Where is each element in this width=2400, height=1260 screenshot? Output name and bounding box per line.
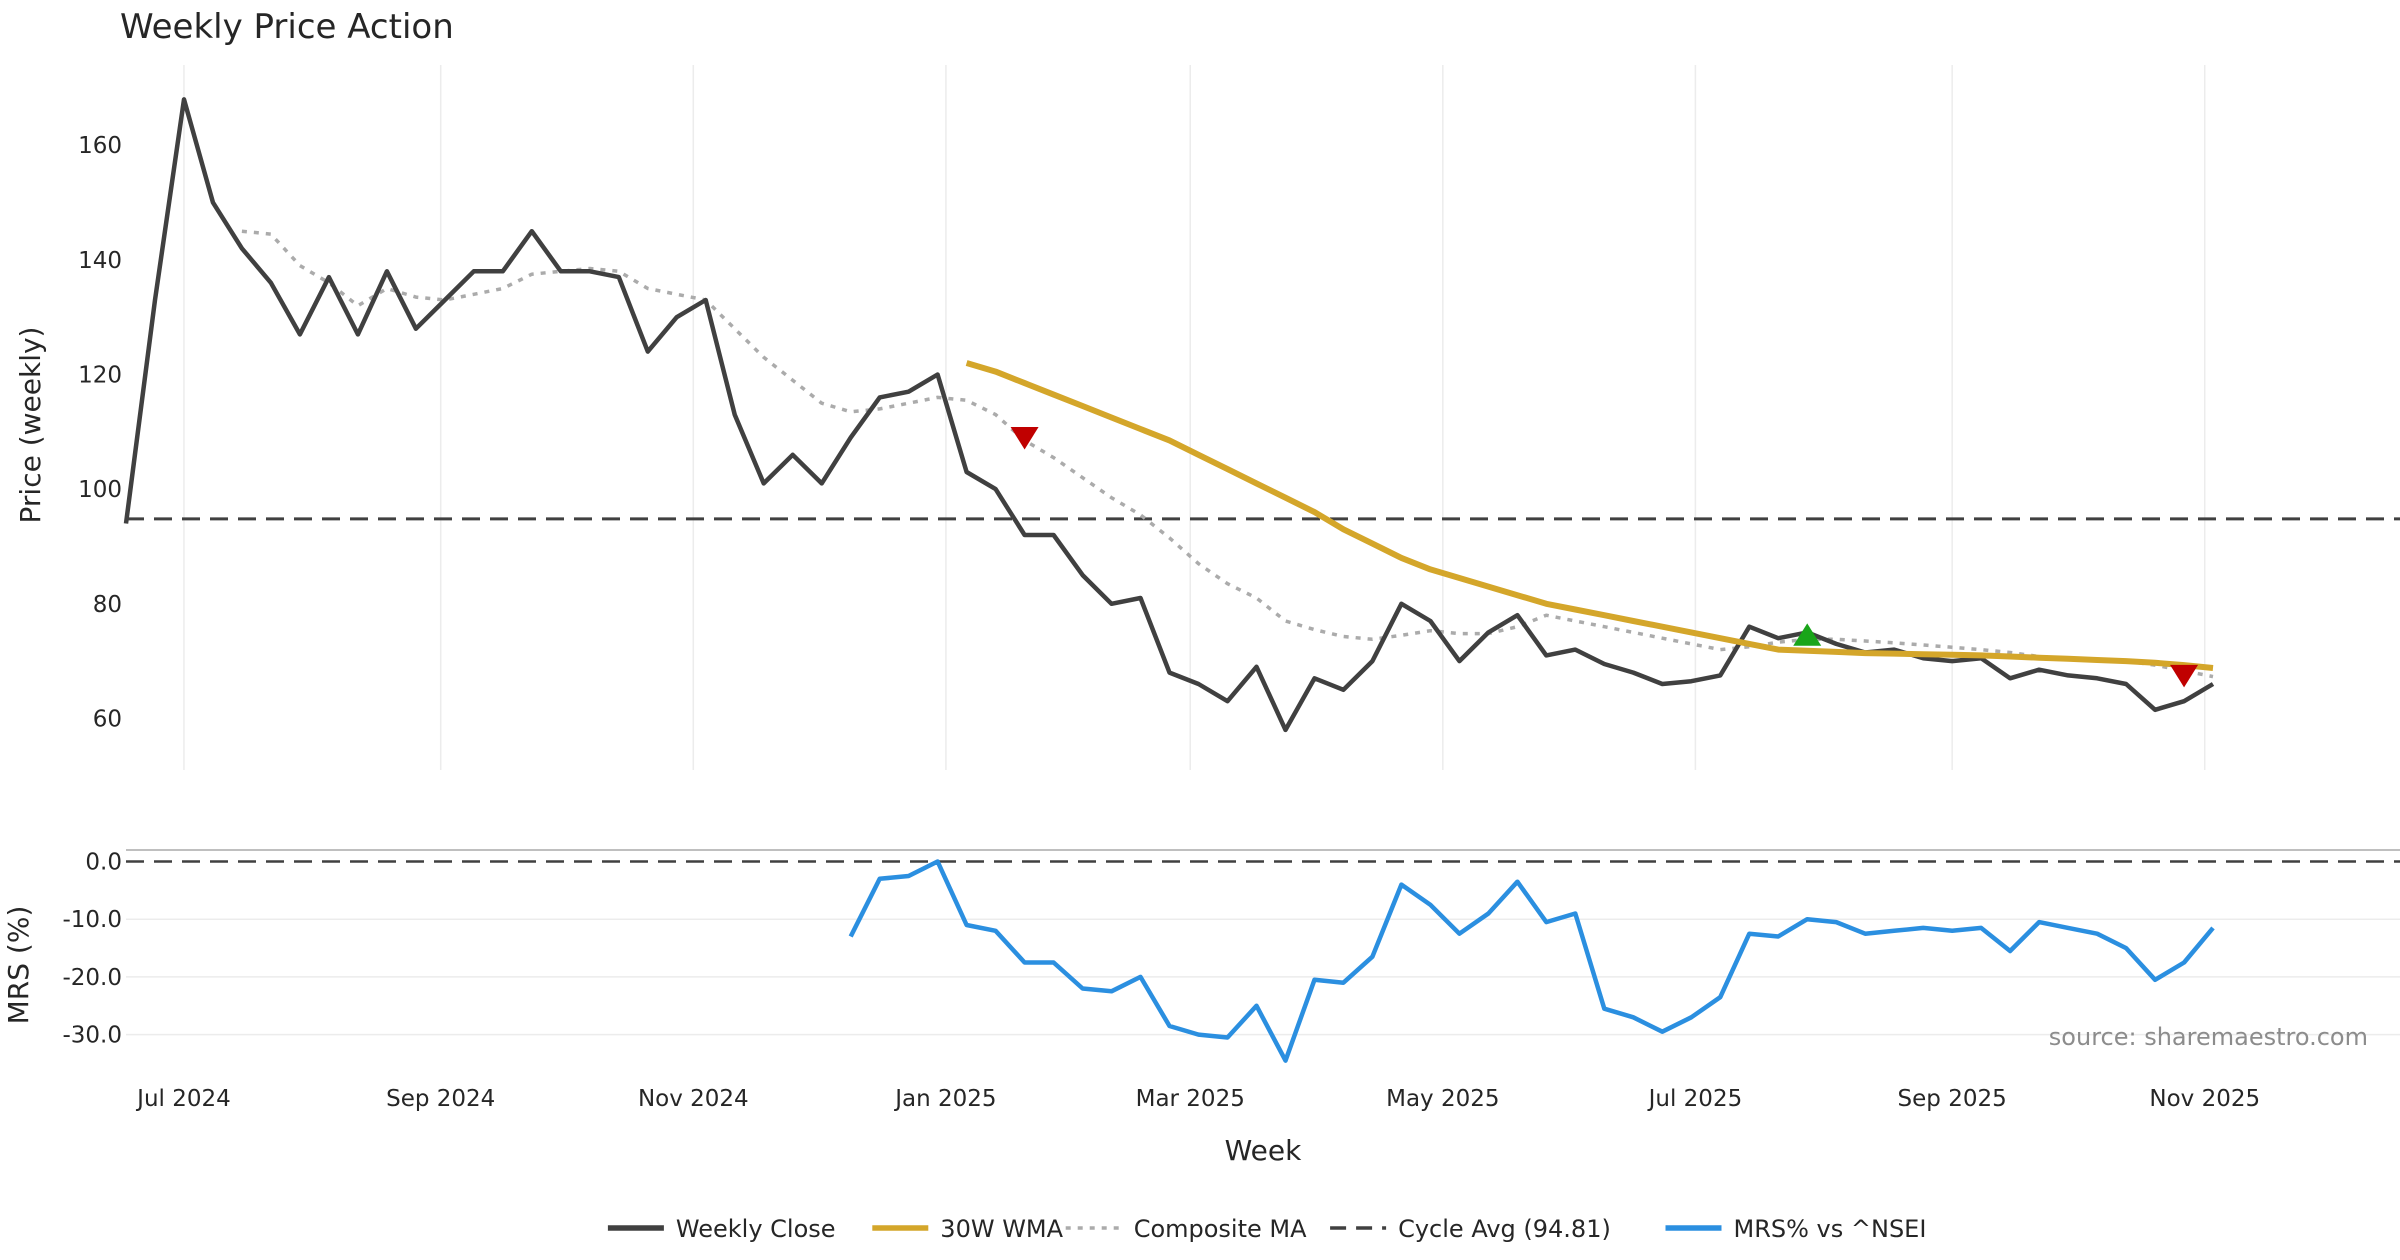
legend-item: MRS% vs ^NSEI xyxy=(1665,1215,1927,1243)
legend: Weekly Close 30W WMA Composite MA Cycle Avg… xyxy=(607,1215,1927,1243)
series-line-composite-ma xyxy=(241,229,2214,679)
x-tick-label: May 2025 xyxy=(1386,1086,1499,1112)
legend-label: Cycle Avg (94.81) xyxy=(1398,1215,1611,1243)
x-tick-label: Jul 2025 xyxy=(1647,1086,1743,1112)
legend-item: 30W WMA xyxy=(872,1215,1064,1243)
price-y-tick-label: 120 xyxy=(78,363,122,389)
mrs-y-tick-label: -10.0 xyxy=(62,907,122,933)
price-y-tick-label: 60 xyxy=(93,706,122,732)
x-tick-label: Jul 2024 xyxy=(135,1086,231,1112)
price-y-tick-label: 160 xyxy=(78,133,122,159)
x-tick-label: Sep 2025 xyxy=(1898,1086,2007,1112)
mrs-y-ticks: 0.0 -10.0 -20.0 -30.0 xyxy=(62,850,122,1049)
legend-item: Composite MA xyxy=(1065,1215,1307,1243)
x-tick-label: Nov 2024 xyxy=(638,1086,749,1112)
price-series-group xyxy=(123,97,2215,733)
x-tick-label: Jan 2025 xyxy=(893,1086,996,1112)
mrs-y-tick-label: 0.0 xyxy=(85,850,122,876)
price-y-tick-label: 80 xyxy=(93,592,122,618)
x-tick-label: Mar 2025 xyxy=(1136,1086,1245,1112)
price-y-tick-label: 140 xyxy=(78,248,122,274)
x-axis-ticks: Jul 2024 Sep 2024 Nov 2024 Jan 2025 Mar 2025… xyxy=(135,1086,2260,1112)
legend-item: Cycle Avg (94.81) xyxy=(1330,1215,1611,1243)
price-y-ticks: 60 80 100 120 140 160 xyxy=(78,133,122,732)
series-line-weekly-close xyxy=(123,97,2215,733)
x-tick-label: Sep 2024 xyxy=(386,1086,495,1112)
legend-label: 30W WMA xyxy=(940,1215,1063,1243)
series-line-30w-wma xyxy=(965,360,2214,671)
mrs-y-tick-label: -30.0 xyxy=(62,1023,122,1049)
price-y-tick-label: 100 xyxy=(78,477,122,503)
chart-title: Weekly Price Action xyxy=(120,7,454,47)
series-line-mrs-vs-nsei xyxy=(848,859,2215,1063)
legend-label: Composite MA xyxy=(1134,1215,1307,1243)
signal-markers xyxy=(1010,427,2199,688)
buy-signal-marker xyxy=(1793,623,1822,646)
price-gridlines xyxy=(183,65,2206,770)
source-attribution: source: sharemaestro.com xyxy=(2049,1023,2368,1051)
mrs-y-axis-label: MRS (%) xyxy=(2,906,35,1025)
x-axis-label: Week xyxy=(1225,1134,1302,1167)
sell-signal-marker xyxy=(1010,427,1039,450)
sell-signal-marker xyxy=(2170,664,2199,688)
mrs-y-tick-label: -20.0 xyxy=(62,965,122,991)
mrs-gridlines xyxy=(126,918,2400,1036)
price-y-axis-label: Price (weekly) xyxy=(14,327,47,524)
mrs-series-group xyxy=(848,859,2215,1063)
legend-label: MRS% vs ^NSEI xyxy=(1734,1215,1927,1243)
legend-item: Weekly Close xyxy=(607,1215,836,1243)
x-tick-label: Nov 2025 xyxy=(2149,1086,2260,1112)
legend-label: Weekly Close xyxy=(676,1215,836,1243)
